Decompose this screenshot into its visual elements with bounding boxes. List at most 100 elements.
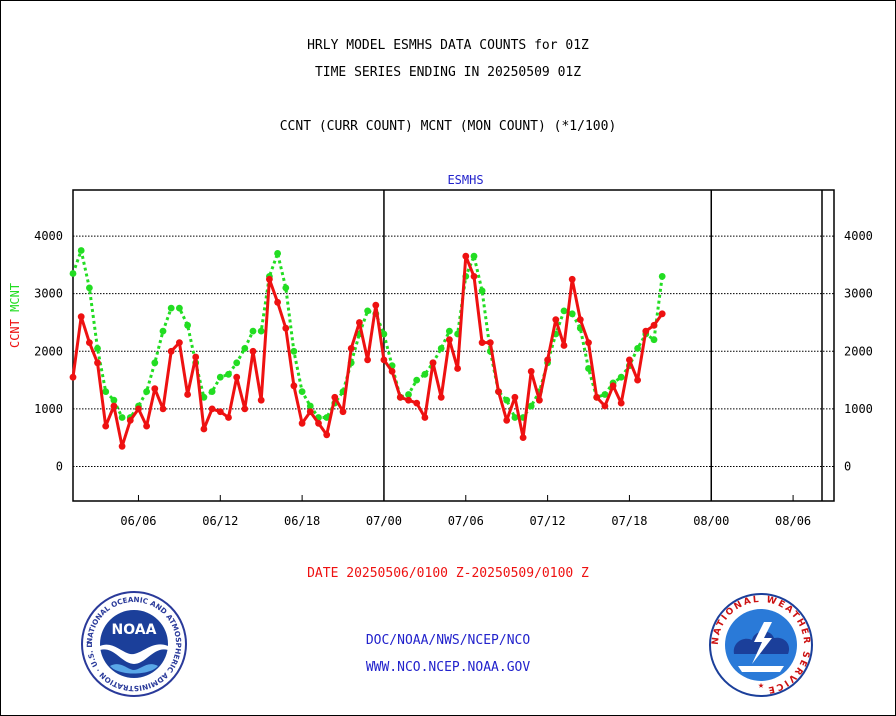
point-ccnt-56 <box>527 368 535 375</box>
point-ccnt-47 <box>454 365 461 372</box>
point-ccnt-53 <box>503 417 511 424</box>
point-ccnt-1 <box>77 313 85 321</box>
point-ccnt-31 <box>323 431 331 439</box>
point-ccnt-6 <box>118 442 126 450</box>
point-ccnt-27 <box>290 382 298 390</box>
point-ccnt-40 <box>396 393 404 401</box>
point-ccnt-13 <box>176 339 183 346</box>
y-tick-label-left-4000: 4000 <box>34 229 63 243</box>
point-ccnt-29 <box>306 408 314 416</box>
point-ccnt-20 <box>233 373 241 381</box>
point-ccnt-24 <box>266 275 273 283</box>
point-ccnt-9 <box>143 422 151 430</box>
point-ccnt-64 <box>593 393 601 401</box>
point-ccnt-7 <box>126 417 134 424</box>
point-ccnt-0 <box>69 373 77 381</box>
point-ccnt-57 <box>536 396 543 404</box>
point-ccnt-3 <box>94 359 101 367</box>
org-path-link[interactable]: DOC/NOAA/NWS/NCEP/NCO <box>365 633 531 648</box>
x-tick-label-08/00: 08/00 <box>693 514 729 528</box>
x-tick-label-06/06: 06/06 <box>120 514 156 528</box>
point-ccnt-36 <box>364 356 371 364</box>
point-ccnt-65 <box>601 402 609 410</box>
y-tick-label-left-1000: 1000 <box>34 402 63 416</box>
point-ccnt-46 <box>446 336 453 344</box>
point-mcnt-13 <box>176 304 183 312</box>
svg-text:★: ★ <box>758 680 764 691</box>
point-mcnt-38 <box>380 330 388 338</box>
point-mcnt-5 <box>110 396 118 404</box>
point-ccnt-68 <box>626 356 633 364</box>
svg-text:NOAA: NOAA <box>112 622 157 638</box>
point-ccnt-41 <box>405 396 412 404</box>
y-tick-label-right-0: 0 <box>844 459 851 473</box>
point-ccnt-17 <box>208 405 216 413</box>
point-mcnt-49 <box>470 252 478 260</box>
point-mcnt-20 <box>233 359 241 367</box>
website-link[interactable]: WWW.NCO.NCEP.NOAA.GOV <box>365 660 531 675</box>
plot-title: ESMHS <box>447 173 483 187</box>
point-ccnt-16 <box>200 425 208 433</box>
point-mcnt-17 <box>208 388 216 395</box>
point-ccnt-42 <box>413 399 421 407</box>
point-ccnt-69 <box>634 376 641 384</box>
point-mcnt-65 <box>601 391 609 398</box>
point-ccnt-8 <box>135 405 142 413</box>
point-ccnt-11 <box>159 405 167 413</box>
y-axis-label: CCNT MCNT <box>8 283 22 348</box>
date-range-label: DATE 20250506/0100 Z-20250509/0100 Z <box>307 566 589 581</box>
x-tick-label-07/18: 07/18 <box>611 514 647 528</box>
y-tick-label-right-1000: 1000 <box>844 402 873 416</box>
point-mcnt-28 <box>298 388 306 395</box>
chart-title-line-1: HRLY MODEL ESMHS DATA COUNTS for 01Z <box>307 38 589 53</box>
point-ccnt-50 <box>478 339 486 346</box>
point-ccnt-39 <box>388 368 396 375</box>
point-ccnt-19 <box>225 414 232 421</box>
point-ccnt-55 <box>519 434 527 441</box>
point-mcnt-36 <box>364 307 371 315</box>
point-ccnt-32 <box>331 393 339 401</box>
y-tick-label-right-2000: 2000 <box>844 344 873 358</box>
point-ccnt-54 <box>511 393 519 401</box>
point-ccnt-58 <box>544 356 551 364</box>
point-ccnt-34 <box>347 345 355 352</box>
point-ccnt-59 <box>552 316 560 323</box>
point-ccnt-14 <box>184 391 192 398</box>
point-mcnt-63 <box>585 365 592 372</box>
y-tick-label-right-3000: 3000 <box>844 287 873 301</box>
point-mcnt-61 <box>568 310 576 318</box>
point-mcnt-54 <box>511 414 519 421</box>
point-ccnt-70 <box>642 327 650 335</box>
point-ccnt-26 <box>282 324 290 332</box>
point-ccnt-2 <box>86 339 93 346</box>
point-mcnt-16 <box>200 393 208 401</box>
point-mcnt-56 <box>527 402 535 410</box>
point-ccnt-67 <box>617 399 625 407</box>
point-mcnt-67 <box>617 373 625 381</box>
point-mcnt-46 <box>446 327 453 335</box>
point-ccnt-52 <box>495 388 502 395</box>
y-tick-label-left-2000: 2000 <box>34 344 63 358</box>
point-ccnt-60 <box>560 342 568 349</box>
x-tick-label-07/00: 07/00 <box>366 514 402 528</box>
y-tick-label-left-0: 0 <box>56 459 63 473</box>
point-ccnt-37 <box>372 301 380 309</box>
point-mcnt-6 <box>118 414 126 421</box>
point-mcnt-14 <box>184 321 192 329</box>
point-mcnt-42 <box>413 376 421 384</box>
point-ccnt-10 <box>151 385 159 393</box>
point-mcnt-26 <box>282 284 290 292</box>
point-mcnt-4 <box>102 388 110 395</box>
nws-logo-icon: NATIONAL WEATHER SERVICE ★ <box>709 593 813 697</box>
point-mcnt-22 <box>249 327 257 335</box>
point-mcnt-1 <box>77 247 85 254</box>
point-mcnt-72 <box>658 273 666 280</box>
point-mcnt-2 <box>86 284 93 292</box>
point-ccnt-51 <box>486 339 494 346</box>
point-ccnt-35 <box>356 319 363 326</box>
plot-frame <box>72 189 835 502</box>
point-mcnt-69 <box>634 345 641 352</box>
point-ccnt-22 <box>249 347 257 355</box>
point-mcnt-31 <box>323 414 331 421</box>
